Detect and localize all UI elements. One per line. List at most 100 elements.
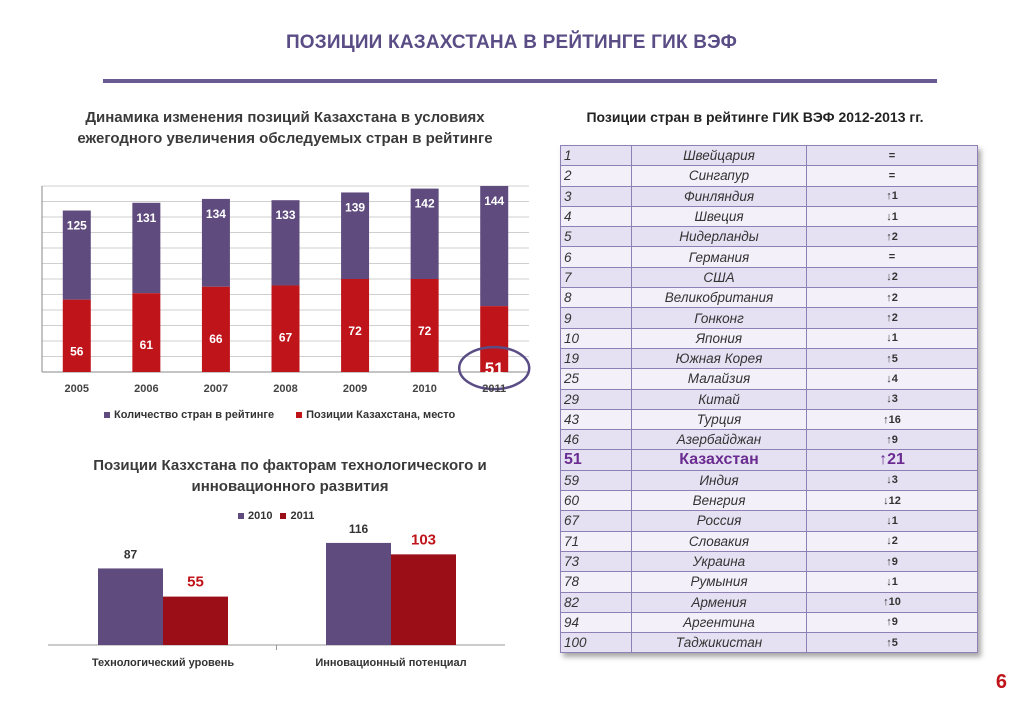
data-label-kz-position: 72	[418, 324, 432, 338]
rank-cell: 46	[560, 429, 632, 451]
rank-cell: 2	[560, 165, 632, 187]
rank-cell: 73	[560, 550, 632, 573]
country-cell: Германия	[631, 246, 807, 268]
country-cell: Румыния	[631, 571, 807, 593]
table-row: 71 Словакия ↓2	[560, 530, 978, 552]
country-cell: Турция	[631, 408, 807, 431]
change-cell: =	[806, 246, 978, 268]
rank-cell: 7	[560, 266, 632, 289]
table-row: 9 Гонконг ↑2	[560, 307, 978, 329]
country-cell: Сингапур	[631, 165, 807, 187]
table-row: 67 Россия ↓1	[560, 510, 978, 532]
country-cell: Армения	[631, 591, 807, 613]
data-label-2010: 116	[349, 522, 369, 536]
rank-cell: 6	[560, 246, 632, 268]
change-cell: ↑9	[806, 429, 978, 451]
change-cell: ↓3	[806, 469, 978, 492]
data-label-kz-position: 51	[485, 359, 504, 378]
x-tick-label: Инновационный потенциал	[315, 657, 466, 669]
table-title: Позиции стран в рейтинге ГИК ВЭФ 2012-20…	[586, 109, 924, 125]
change-cell: ↓4	[806, 368, 978, 390]
change-cell: ↑9	[806, 550, 978, 573]
table-row: 5 Нидерланды ↑2	[560, 226, 978, 248]
bar-countries	[480, 186, 509, 307]
rank-cell: 78	[560, 571, 632, 593]
data-label-countries: 125	[67, 219, 87, 233]
bar-kz-position	[480, 306, 509, 372]
rank-cell: 10	[560, 327, 632, 349]
table-row: 60 Венгрия ↓12	[560, 490, 978, 512]
data-label-kz-position: 66	[209, 332, 223, 346]
chart1-title: Динамика изменения позиций Казахстана в …	[77, 109, 493, 147]
bar-kz-position	[132, 293, 161, 372]
country-cell: Швейцария	[631, 144, 807, 167]
table-row: 82 Армения ↑10	[560, 591, 978, 613]
table-row: 46 Азербайджан ↑9	[560, 429, 978, 451]
rank-cell: 100	[560, 632, 632, 654]
table-row: 8 Великобритания ↑2	[560, 287, 978, 309]
data-label-countries: 142	[415, 197, 435, 211]
change-cell: ↑2	[806, 287, 978, 309]
data-label-countries: 139	[345, 200, 365, 214]
country-cell: Словакия	[631, 530, 807, 552]
bar-countries	[132, 202, 161, 294]
x-tick-label: 2009	[343, 383, 367, 395]
change-cell: ↑16	[806, 408, 978, 431]
country-cell: США	[631, 266, 807, 289]
rank-cell: 67	[560, 510, 632, 532]
change-cell: ↑9	[806, 611, 978, 634]
x-tick-label: 2010	[412, 383, 436, 395]
rank-cell: 60	[560, 490, 632, 512]
page-number: 6	[995, 671, 1007, 693]
data-label-countries: 144	[484, 194, 504, 208]
change-cell: ↓2	[806, 530, 978, 552]
bar-countries	[271, 200, 300, 286]
country-cell: Россия	[631, 510, 807, 532]
table-row: 4 Швеция ↓1	[560, 205, 978, 228]
data-label-kz-position: 61	[140, 338, 154, 352]
bar-kz-position	[201, 286, 230, 372]
change-cell: ↓1	[806, 510, 978, 532]
rank-cell: 8	[560, 287, 632, 309]
data-label-2011: 55	[187, 574, 204, 591]
table-row: 7 США ↓2	[560, 266, 978, 289]
table-row: 29 Китай ↓3	[560, 388, 978, 410]
bar-countries	[201, 198, 230, 287]
legend-swatch	[104, 412, 110, 418]
bar-countries	[62, 210, 91, 300]
x-tick-label: 2007	[204, 383, 228, 395]
rank-cell: 25	[560, 368, 632, 390]
table-row: 3 Финляндия ↑1	[560, 185, 978, 207]
country-cell: Малайзия	[631, 368, 807, 390]
change-cell: ↑5	[806, 632, 978, 654]
legend-item-countries: Количество стран в рейтинге	[104, 409, 274, 421]
rank-cell: 51	[560, 449, 632, 471]
data-label-2011: 103	[411, 531, 436, 548]
table-row: 43 Турция ↑16	[560, 408, 978, 431]
x-tick-label: 2011	[482, 383, 506, 395]
data-label-2010: 87	[124, 547, 138, 561]
change-cell: ↓1	[806, 571, 978, 593]
country-cell: Нидерланды	[631, 226, 807, 248]
data-label-kz-position: 56	[70, 345, 84, 359]
change-cell: ↑21	[806, 449, 978, 471]
chart1-legend: Количество стран в рейтинге Позиции Каза…	[104, 409, 477, 421]
country-cell: Финляндия	[631, 185, 807, 207]
legend-swatch	[238, 513, 244, 519]
legend-label: Количество стран в рейтинге	[114, 409, 275, 421]
legend-item-2011: 2011	[280, 510, 314, 522]
change-cell: ↑2	[806, 307, 978, 329]
legend-label: Позиции Казахстана, место	[306, 409, 456, 421]
country-cell: Венгрия	[631, 490, 807, 512]
rank-table: 1 Швейцария = 2 Сингапур = 3 Финляндия ↑1 4 Швеция…	[560, 144, 978, 654]
rank-cell: 4	[560, 205, 632, 228]
legend-swatch	[296, 412, 303, 418]
table-row: 59 Индия ↓3	[560, 469, 978, 492]
change-cell: ↓3	[806, 388, 978, 410]
country-cell: Япония	[631, 327, 807, 349]
data-label-kz-position: 72	[348, 324, 362, 338]
x-tick-label: 2008	[273, 383, 297, 395]
chart2-legend: 2010 2011	[238, 510, 336, 522]
legend-item-kz-position: Позиции Казахстана, место	[296, 409, 455, 421]
change-cell: ↑2	[806, 226, 978, 248]
